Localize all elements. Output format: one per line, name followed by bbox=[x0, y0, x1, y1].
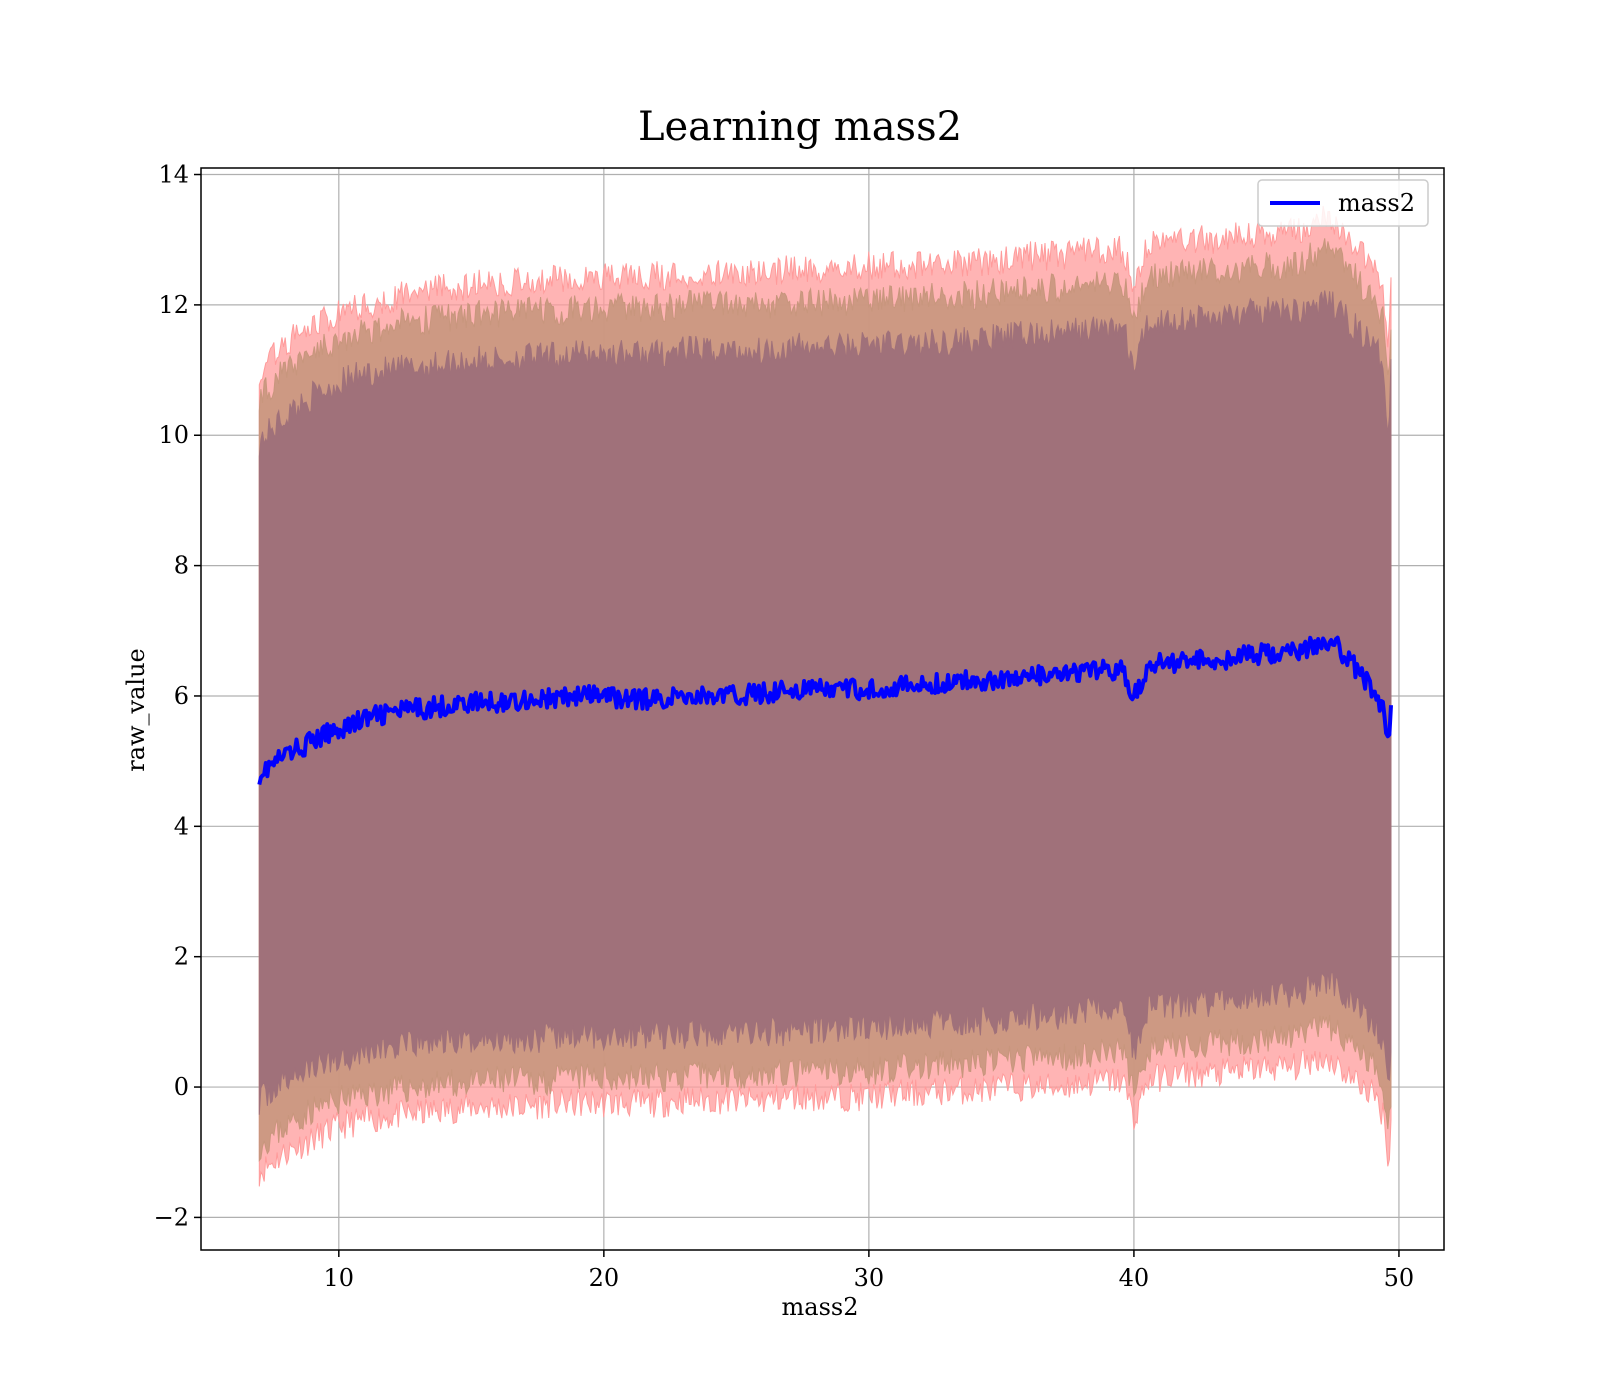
y-tick-label: 10 bbox=[158, 421, 189, 449]
x-tick-label: 50 bbox=[1384, 1264, 1415, 1292]
legend-box bbox=[1257, 179, 1429, 227]
x-tick-label: 30 bbox=[854, 1264, 885, 1292]
y-tick-label: 12 bbox=[158, 291, 189, 319]
chart-title: Learning mass2 bbox=[638, 104, 962, 150]
legend: mass2 bbox=[1257, 179, 1429, 227]
x-tick-label: 20 bbox=[589, 1264, 620, 1292]
y-tick-label: 4 bbox=[174, 812, 189, 840]
series-line-mass2 bbox=[257, 635, 1393, 786]
x-axis-label: mass2 bbox=[782, 1293, 859, 1321]
x-tick-label: 40 bbox=[1119, 1264, 1150, 1292]
plot-area: 10 20 30 40 50 −2 0 2 4 6 8 10 12 14 bbox=[154, 161, 1445, 1292]
y-tick-label: 0 bbox=[174, 1073, 189, 1101]
y-tick-label: −2 bbox=[154, 1203, 189, 1231]
confidence-band-inner bbox=[258, 290, 1392, 1115]
y-axis-label: raw_value bbox=[122, 648, 150, 772]
x-tick-label: 10 bbox=[324, 1264, 355, 1292]
plot-frame bbox=[200, 167, 1445, 1251]
y-tick-label: 6 bbox=[174, 682, 189, 710]
y-tick-label: 8 bbox=[174, 552, 189, 580]
y-tick-label: 14 bbox=[158, 161, 189, 189]
legend-label-mass2: mass2 bbox=[1338, 189, 1415, 217]
y-tick-label: 2 bbox=[174, 943, 189, 971]
